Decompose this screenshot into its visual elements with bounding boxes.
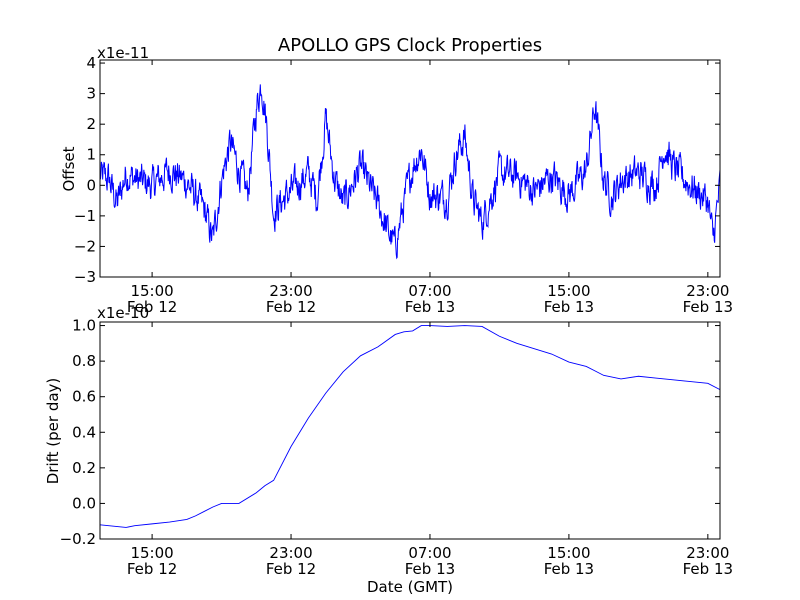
offset-x-tick-time-label: 15:00 — [547, 282, 590, 300]
offset-y-tick-label: 3 — [86, 85, 96, 103]
offset-x-tick-time-label: 23:00 — [686, 282, 729, 300]
offset-axes-frame — [99, 59, 721, 278]
drift-y-axis: −0.2 0.0 0.2 0.4 0.6 0.8 1.0 — [60, 317, 720, 548]
drift-y-tick-label: 0.8 — [72, 352, 96, 370]
drift-y-tick-label: 0.4 — [72, 423, 96, 441]
drift-x-tick-date-label: Feb 13 — [405, 560, 455, 578]
drift-y-tick-label: 0.2 — [72, 459, 96, 477]
drift-line-series — [99, 325, 721, 528]
drift-axes-frame — [99, 321, 721, 540]
offset-line — [99, 84, 721, 260]
drift-y-tick-label: −0.2 — [60, 530, 96, 548]
x-axis-label: Date (GMT) — [367, 578, 453, 596]
offset-exponent-label: x1e-11 — [97, 44, 149, 62]
drift-x-tick-time-label: 15:00 — [547, 544, 590, 562]
drift-exponent-label: x1e-10 — [97, 304, 149, 322]
drift-x-tick-time-label: 23:00 — [686, 544, 729, 562]
offset-y-axis-label: Offset — [60, 146, 78, 191]
drift-x-tick-time-label: 07:00 — [408, 544, 451, 562]
offset-x-tick-date-label: Feb 13 — [544, 298, 594, 316]
offset-y-tick-label: 0 — [86, 176, 96, 194]
offset-y-tick-label: 4 — [86, 54, 96, 72]
offset-x-tick-date-label: Feb 12 — [266, 298, 316, 316]
offset-line-series — [99, 84, 721, 260]
offset-y-tick-label: 2 — [86, 115, 96, 133]
offset-x-tick-date-label: Feb 13 — [405, 298, 455, 316]
drift-y-axis-label: Drift (per day) — [44, 378, 62, 485]
offset-y-axis: −3 −2 −1 0 1 2 3 4 — [74, 54, 720, 286]
offset-y-tick-label: −1 — [74, 207, 96, 225]
offset-x-tick-time-label: 23:00 — [269, 282, 312, 300]
offset-x-tick-time-label: 07:00 — [408, 282, 451, 300]
drift-line — [99, 325, 721, 528]
offset-y-tick-label: −3 — [74, 268, 96, 286]
drift-x-tick-date-label: Feb 12 — [266, 560, 316, 578]
offset-x-tick-date-label: Feb 13 — [683, 298, 733, 316]
drift-x-tick-date-label: Feb 13 — [683, 560, 733, 578]
chart-title: APOLLO GPS Clock Properties — [278, 35, 542, 56]
drift-x-tick-time-label: 23:00 — [269, 544, 312, 562]
drift-x-tick-date-label: Feb 13 — [544, 560, 594, 578]
offset-y-tick-label: 1 — [86, 146, 96, 164]
offset-x-tick-time-label: 15:00 — [130, 282, 173, 300]
drift-x-tick-date-label: Feb 12 — [127, 560, 177, 578]
drift-x-tick-time-label: 15:00 — [130, 544, 173, 562]
drift-y-tick-label: 1.0 — [72, 317, 96, 335]
offset-y-tick-label: −2 — [74, 237, 96, 255]
drift-y-tick-label: 0.0 — [72, 494, 96, 512]
offset-x-tick-date-label: Feb 12 — [127, 298, 177, 316]
drift-y-tick-label: 0.6 — [72, 388, 96, 406]
